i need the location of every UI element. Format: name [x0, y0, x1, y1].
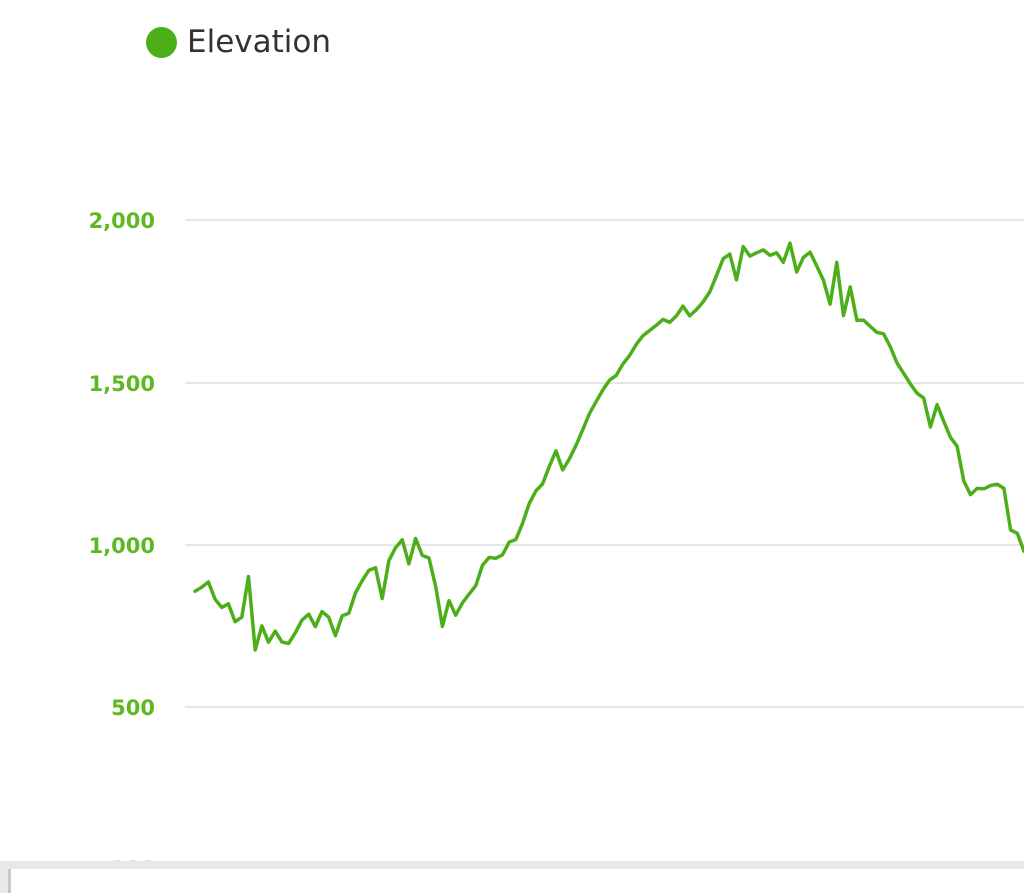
series-layer [193, 241, 1024, 652]
horizontal-scrollbar-track[interactable] [0, 861, 1024, 893]
y-tick-label: 1,000 [89, 534, 155, 558]
y-tick-label: 1,500 [89, 372, 155, 396]
grid-layer [185, 219, 1024, 708]
scrollbar-area[interactable] [8, 869, 1024, 893]
series-line-elevation[interactable] [193, 241, 1024, 652]
legend-label: Elevation [187, 24, 331, 60]
y-tick-label: 2,000 [89, 209, 155, 233]
chart-legend[interactable]: Elevation [146, 24, 331, 60]
legend-marker [146, 26, 177, 58]
y-tick-label: 500 [111, 696, 155, 720]
